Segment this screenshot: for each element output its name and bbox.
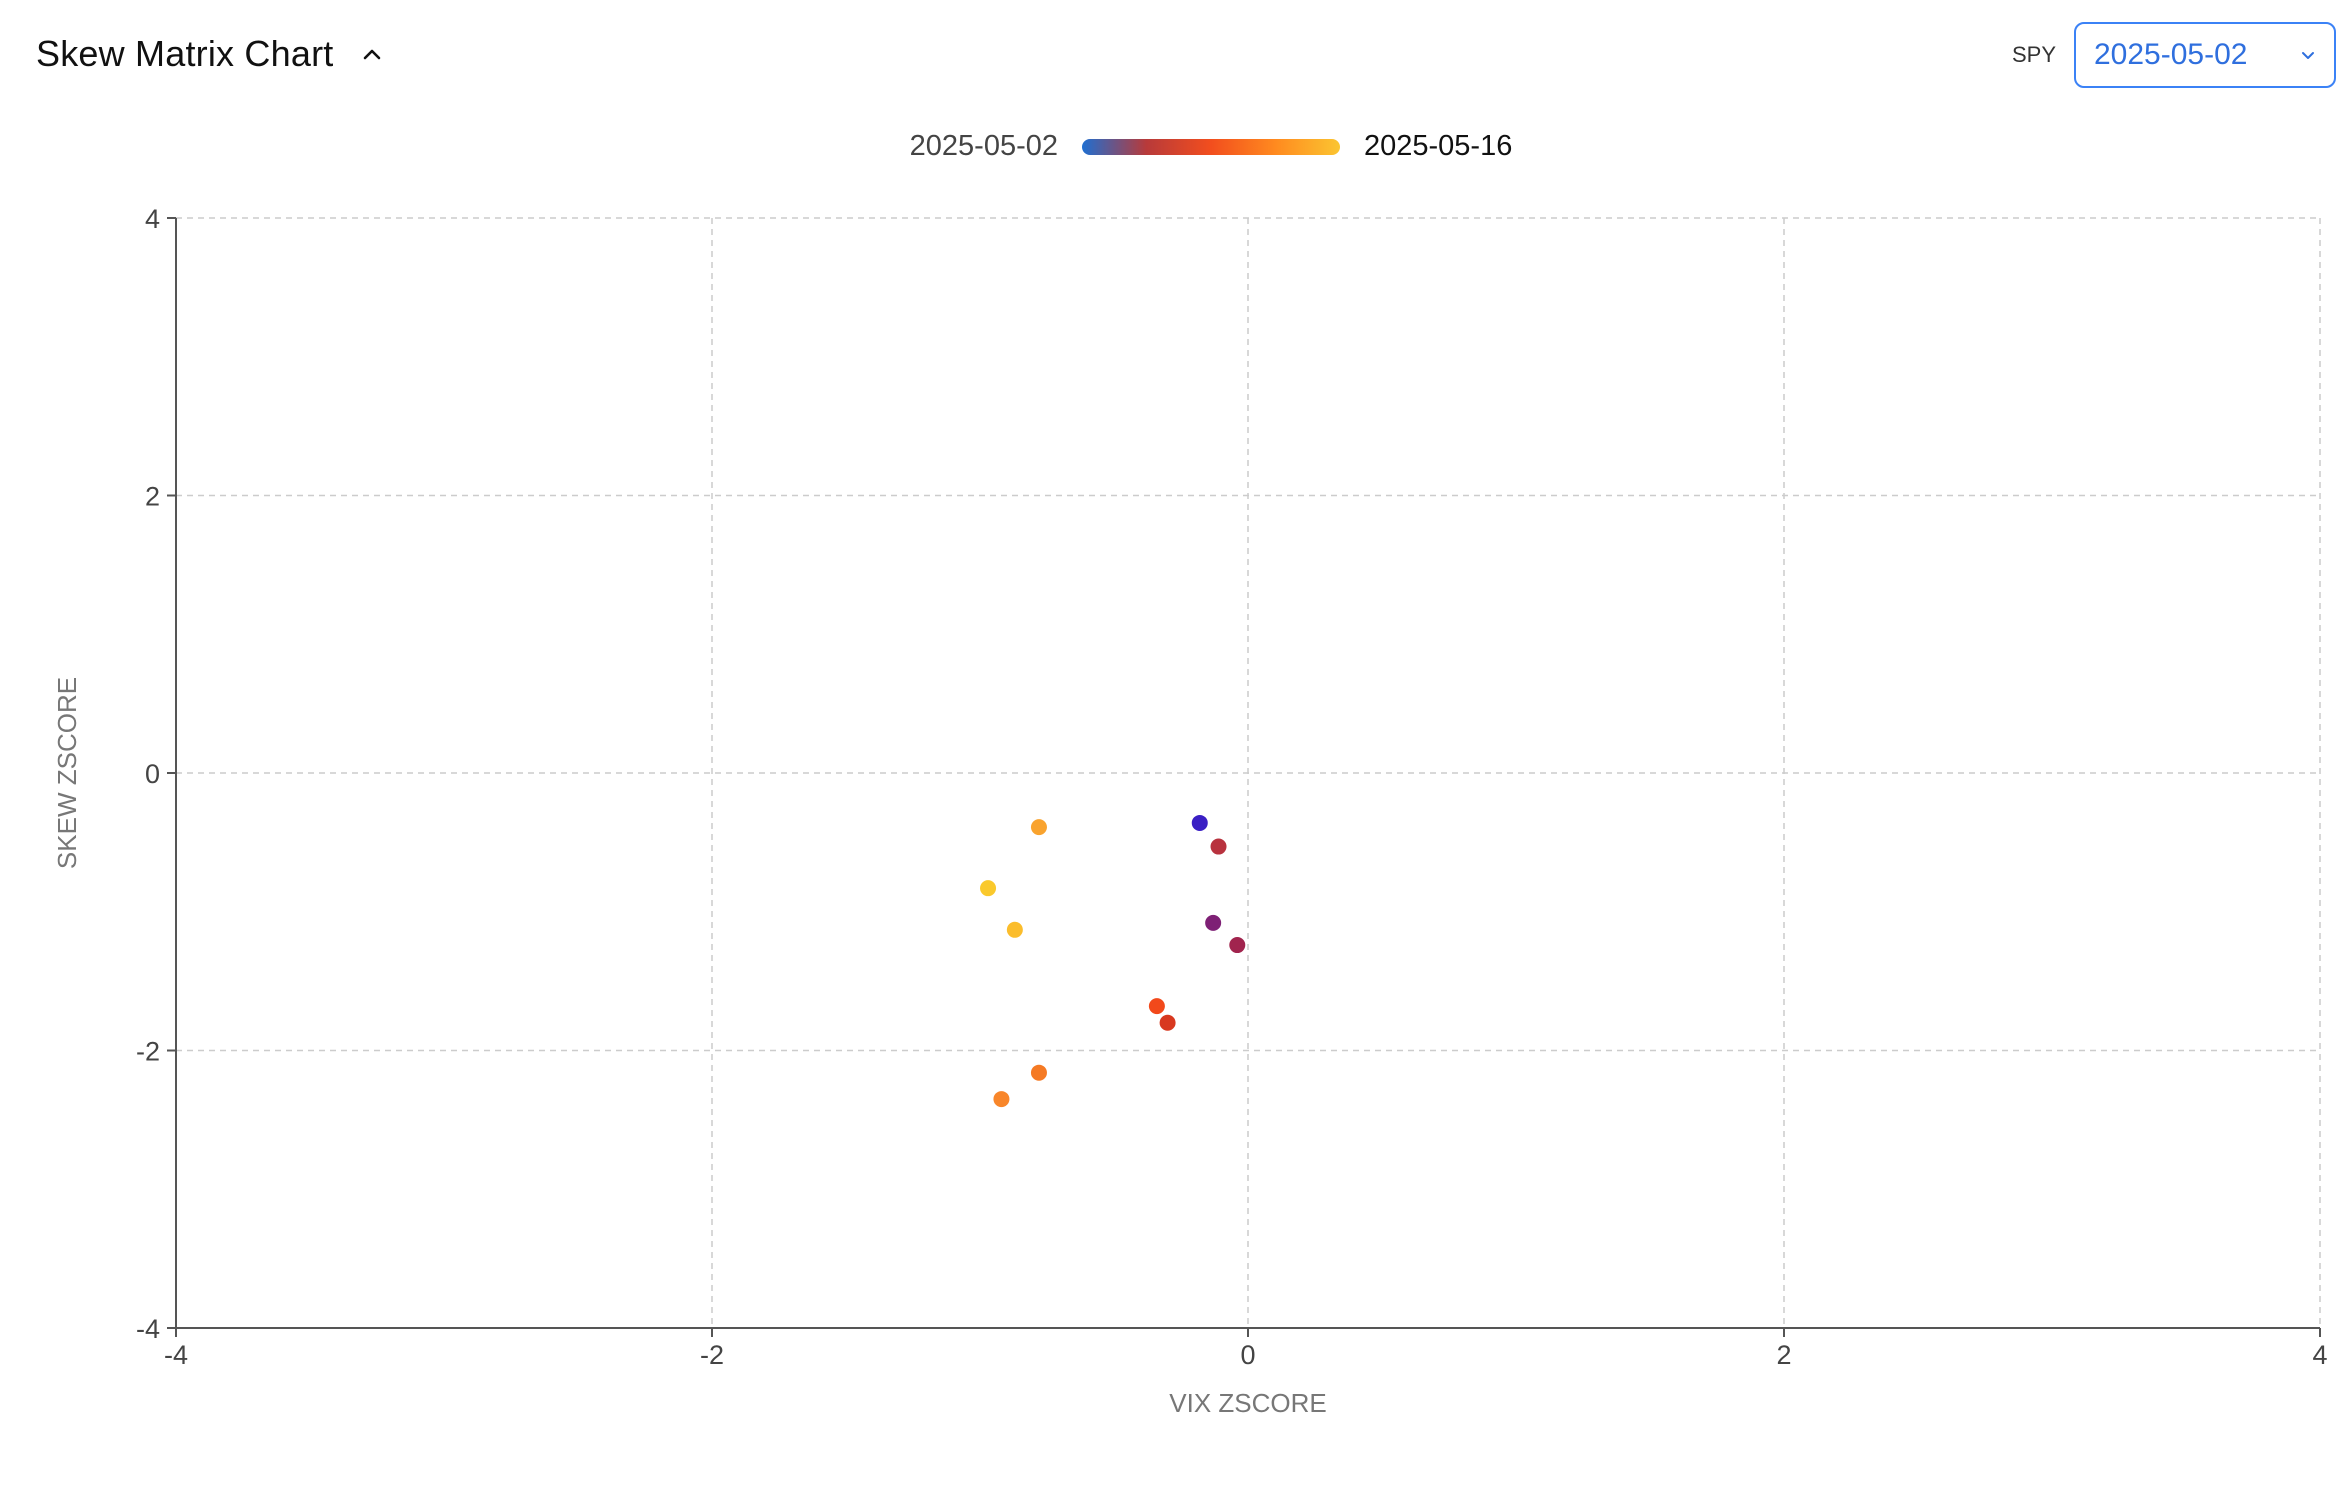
axes <box>167 217 2321 1337</box>
date-select-value: 2025-05-02 <box>2094 38 2248 71</box>
x-tick-label: 4 <box>2312 1340 2327 1370</box>
data-point[interactable] <box>1210 838 1227 855</box>
data-point[interactable] <box>1191 814 1208 831</box>
y-axis-label: SKEW ZSCORE <box>52 677 82 869</box>
color-legend: 2025-05-02 2025-05-16 <box>0 130 2350 163</box>
y-tick-label: 2 <box>145 482 160 512</box>
data-point[interactable] <box>1148 998 1165 1015</box>
data-point[interactable] <box>1159 1014 1176 1031</box>
chart-title: Skew Matrix Chart <box>36 33 334 74</box>
data-point[interactable] <box>1006 921 1023 938</box>
ticker-label: SPY <box>2011 42 2056 67</box>
x-axis-label: VIX ZSCORE <box>1169 1388 1326 1418</box>
legend-start-label: 2025-05-02 <box>909 130 1058 162</box>
x-tick-label: -2 <box>700 1340 724 1370</box>
grid-lines <box>175 217 2321 1329</box>
data-point[interactable] <box>1030 819 1047 836</box>
y-tick-label: 4 <box>145 204 160 234</box>
panel-header: Skew Matrix Chart <box>36 30 387 78</box>
legend-gradient-bar <box>1082 138 1340 155</box>
y-tick-label: -2 <box>136 1037 160 1067</box>
data-point[interactable] <box>980 880 997 897</box>
tick-labels: -4 -2 0 2 4 4 2 0 -2 -4 <box>136 204 2328 1370</box>
data-points <box>980 814 1246 1108</box>
data-point[interactable] <box>1030 1064 1047 1081</box>
x-tick-label: 0 <box>1240 1340 1255 1370</box>
legend-end-label: 2025-05-16 <box>1364 130 1513 162</box>
date-select[interactable]: 2025-05-02 <box>2074 22 2336 88</box>
chart-controls: SPY 2025-05-02 <box>2012 22 2336 88</box>
data-point[interactable] <box>1205 914 1222 931</box>
chevron-down-icon <box>2302 52 2314 59</box>
y-tick-label: 0 <box>145 759 160 789</box>
data-point[interactable] <box>993 1091 1010 1108</box>
y-tick-label: -4 <box>136 1314 160 1344</box>
x-tick-label: -4 <box>164 1340 188 1370</box>
data-point[interactable] <box>1229 937 1246 954</box>
collapse-button[interactable] <box>357 39 387 69</box>
x-tick-label: 2 <box>1776 1340 1791 1370</box>
chevron-up-icon <box>364 49 381 60</box>
